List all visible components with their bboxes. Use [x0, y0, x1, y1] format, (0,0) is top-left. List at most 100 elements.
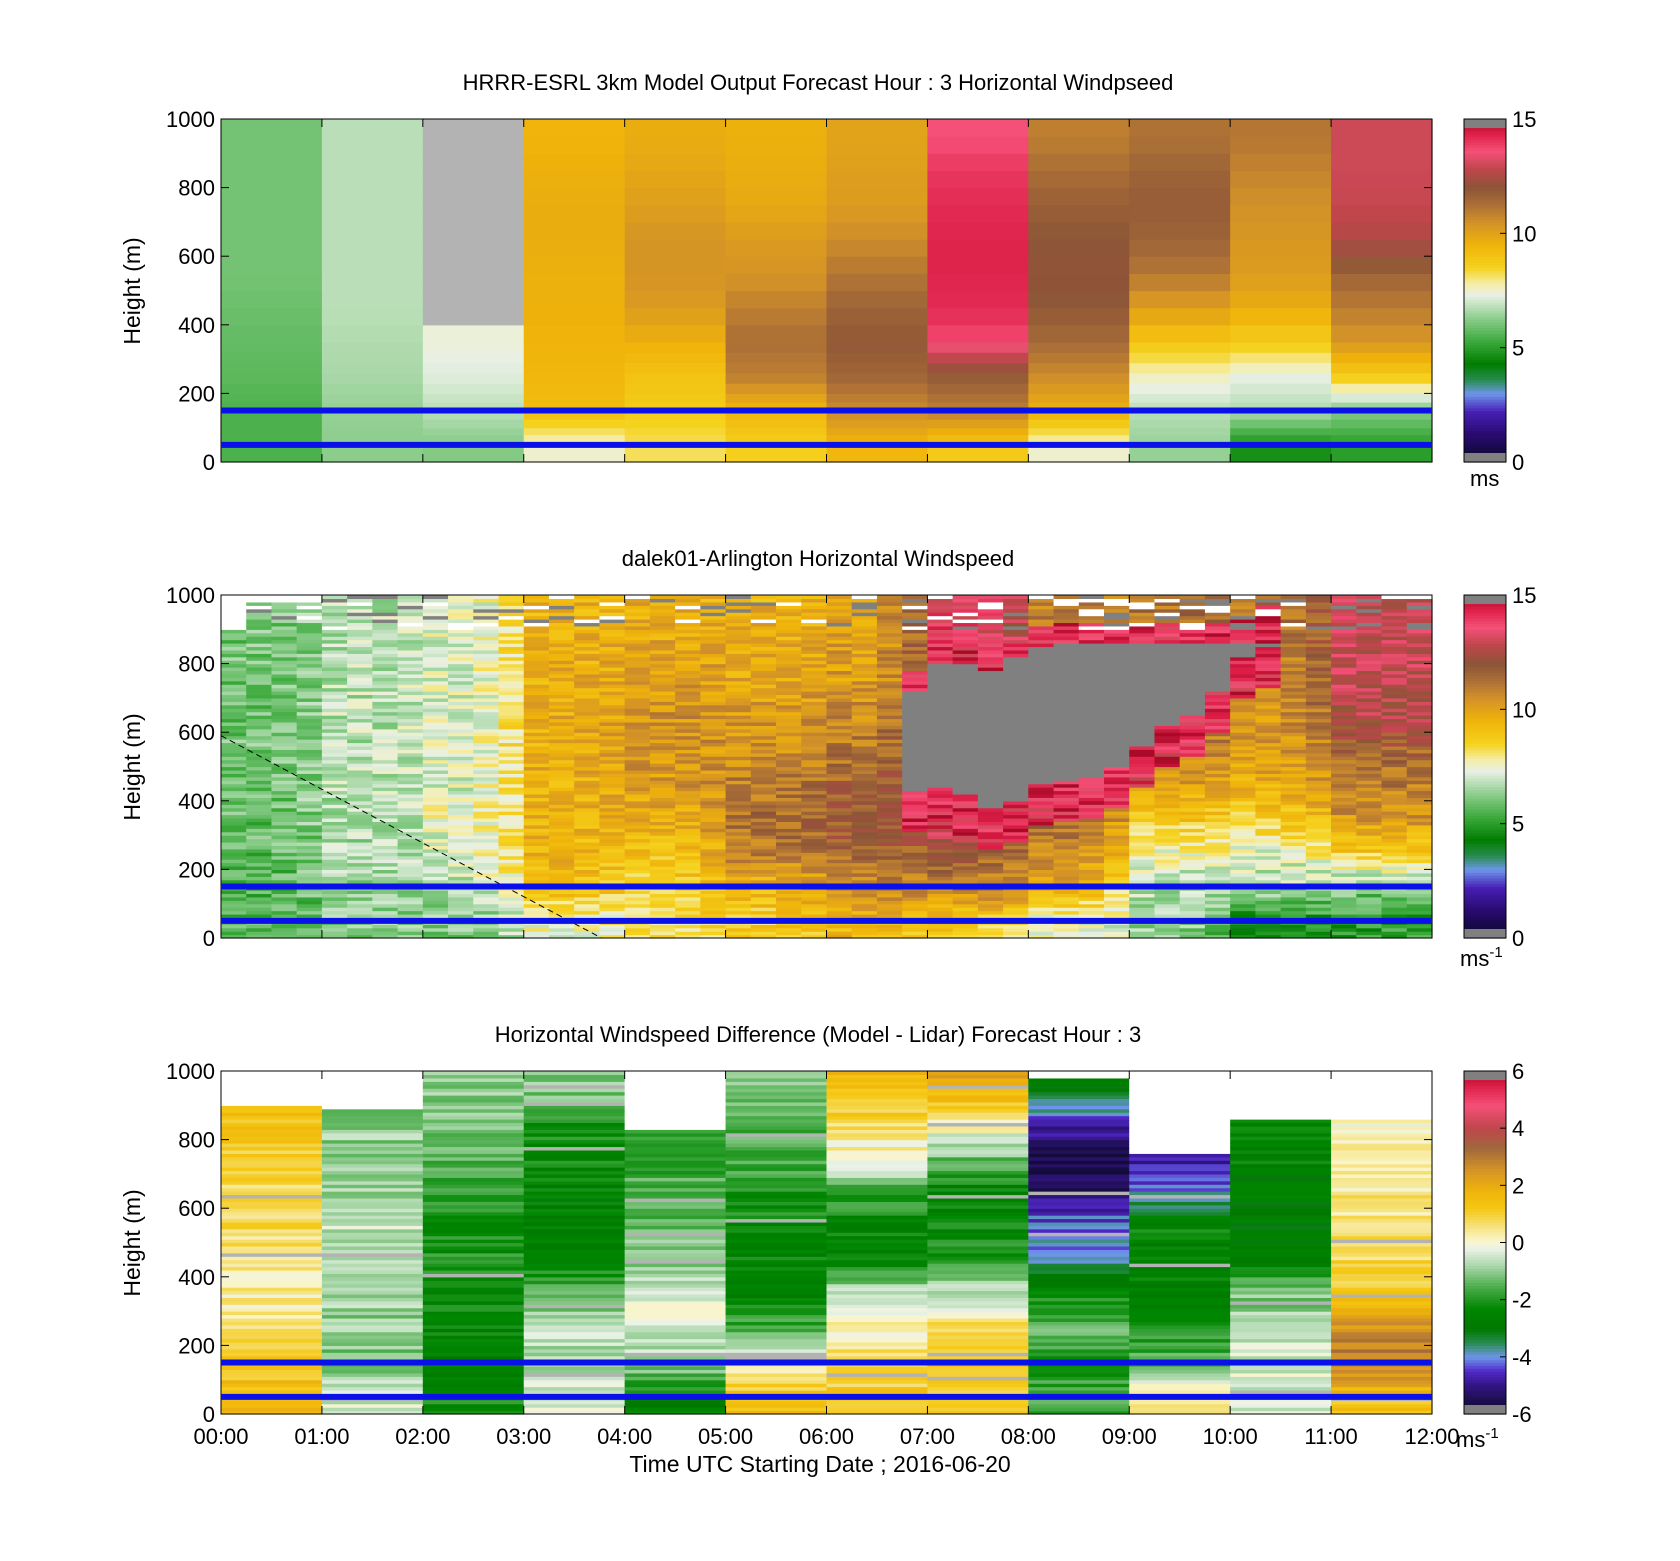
data-cell [675, 780, 701, 785]
data-cell [977, 924, 1004, 929]
data-cell [1280, 687, 1307, 692]
data-cell [422, 660, 449, 665]
data-cell [1280, 670, 1307, 675]
data-cell [271, 855, 298, 860]
data-cell [1104, 622, 1130, 627]
data-cell [750, 848, 777, 853]
data-cell [1003, 601, 1029, 606]
data-cell [977, 595, 1004, 600]
data-cell [271, 838, 298, 843]
data-cell [422, 879, 449, 884]
data-cell [1331, 410, 1433, 420]
data-cell [649, 745, 676, 750]
data-cell [826, 608, 853, 613]
data-cell [1204, 608, 1231, 613]
data-cell [649, 763, 676, 768]
data-cell [1230, 694, 1256, 699]
data-cell [649, 876, 676, 881]
data-cell [599, 660, 626, 665]
data-cell [952, 749, 979, 754]
data-cell [347, 824, 373, 829]
data-cell [397, 859, 424, 864]
data-cell [1179, 763, 1206, 768]
data-cell [1255, 903, 1282, 908]
data-cell [750, 725, 777, 730]
data-cell [902, 639, 929, 644]
panel-model: HRRR-ESRL 3km Model Output Forecast Hour… [119, 70, 1536, 491]
colorbar-segment [1464, 270, 1506, 274]
data-cell [826, 824, 853, 829]
data-cell [776, 742, 802, 747]
data-cell [523, 769, 550, 774]
data-cell [347, 625, 373, 630]
data-cell [927, 725, 954, 730]
data-cell [246, 907, 273, 912]
data-cell [725, 434, 828, 443]
data-cell [221, 697, 247, 702]
data-cell [1053, 766, 1080, 771]
data-cell [1154, 615, 1181, 620]
data-cell [448, 598, 474, 603]
data-cell [397, 749, 424, 754]
data-cell [750, 797, 777, 802]
data-cell [624, 458, 727, 463]
data-cell [599, 756, 626, 761]
data-cell [927, 907, 954, 912]
data-cell [902, 800, 929, 805]
data-cell [473, 896, 500, 901]
data-cell [801, 913, 828, 919]
data-cell [1078, 903, 1105, 908]
data-cell [1104, 907, 1130, 912]
data-cell [397, 684, 424, 689]
data-cell [1003, 663, 1029, 668]
y-tick-label: 600 [178, 244, 215, 269]
data-cell [1331, 419, 1433, 429]
data-cell [1204, 663, 1231, 668]
data-cell [675, 841, 701, 846]
data-cell [422, 893, 449, 898]
data-cell [372, 841, 399, 846]
data-cell [826, 715, 853, 720]
data-cell [296, 931, 323, 936]
data-cell [397, 800, 424, 805]
data-cell [876, 931, 903, 936]
data-cell [1280, 608, 1307, 613]
data-cell [801, 845, 828, 850]
data-cell [599, 793, 626, 798]
data-cell [296, 893, 323, 898]
data-cell [675, 601, 701, 606]
data-cell [523, 639, 550, 644]
colorbar-segment [1464, 287, 1506, 292]
data-cell [574, 900, 601, 905]
data-cell [725, 872, 752, 877]
data-cell [1003, 739, 1029, 744]
data-cell [448, 907, 474, 912]
data-cell [1053, 797, 1080, 802]
data-cell [523, 256, 626, 274]
data-cell [649, 793, 676, 798]
data-cell [574, 804, 601, 809]
data-cell [675, 673, 701, 678]
data-cell [347, 649, 373, 654]
data-cell [1305, 711, 1332, 716]
data-cell [649, 728, 676, 733]
data-cell [1129, 855, 1156, 860]
colorbar-segment [1464, 376, 1506, 380]
data-cell [448, 852, 474, 857]
colorbar-segment [1464, 381, 1506, 386]
data-cell [1331, 745, 1357, 750]
data-cell [725, 848, 752, 853]
data-cell [1255, 718, 1282, 723]
data-cell [574, 879, 601, 884]
data-cell [574, 821, 601, 826]
data-cell [977, 605, 1004, 610]
data-cell [321, 704, 348, 709]
data-cell [271, 859, 298, 864]
data-cell [221, 893, 247, 898]
data-cell [725, 804, 752, 809]
data-cell [927, 595, 954, 600]
data-cell [1154, 721, 1181, 726]
data-cell [1104, 629, 1130, 634]
data-cell [725, 715, 752, 720]
data-cell [1280, 612, 1307, 617]
